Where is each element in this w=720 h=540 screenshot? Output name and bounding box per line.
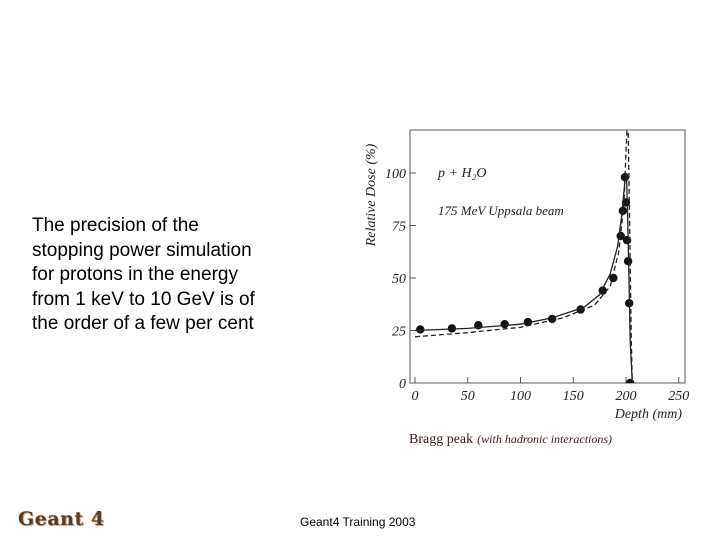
bragg-peak-chart: 0 25 50 75 100 0 50 100 150 200 250 Depth (mm) Relat…: [355, 125, 700, 425]
chart-svg: 0 25 50 75 100 0 50 100 150 200 250 Depth (mm) Relat…: [364, 129, 689, 422]
text-line: stopping power simulation: [32, 239, 252, 261]
x-tick-label: 150: [563, 389, 584, 404]
y-tick-label: 50: [392, 272, 406, 287]
geant4-logo: Geant 4: [18, 508, 105, 530]
caption-main: Bragg peak: [409, 432, 474, 447]
text-line: The precision of the: [32, 215, 199, 236]
y-tick-label: 75: [392, 220, 406, 235]
plot-frame: [409, 129, 686, 384]
x-tick-label: 0: [412, 389, 419, 404]
text-line: for protons in the energy: [32, 264, 238, 285]
x-tick-label: 50: [461, 389, 475, 404]
description-text: The precision of the stopping power simu…: [32, 214, 332, 337]
x-tick-label: 200: [616, 389, 637, 404]
annotation-reaction: p + H₂O: [437, 166, 487, 181]
data-point: [626, 378, 635, 383]
text-line: the order of a few per cent: [32, 313, 254, 334]
data-point: [416, 325, 425, 334]
data-point: [609, 273, 618, 283]
text-line: from 1 keV to 10 GeV is of: [32, 288, 255, 310]
y-tick-label: 100: [385, 167, 406, 182]
x-tick-label: 100: [510, 389, 531, 404]
solid-curve: [414, 172, 633, 383]
caption-note: (with hadronic interactions): [477, 432, 613, 446]
data-point: [500, 320, 509, 329]
y-axis-label: Relative Dose (%): [364, 143, 379, 247]
x-axis-label: Depth (mm): [614, 407, 683, 422]
x-tick-label: 250: [668, 389, 689, 404]
chart-caption: Bragg peak (with hadronic interactions): [409, 430, 612, 448]
footer-text: Geant4 Training 2003: [300, 515, 416, 529]
y-tick-label: 25: [392, 325, 406, 340]
dashed-curve: [414, 130, 633, 383]
annotation-beam: 175 MeV Uppsala beam: [438, 203, 564, 218]
data-point: [622, 236, 632, 245]
y-tick-label: 0: [399, 377, 406, 392]
